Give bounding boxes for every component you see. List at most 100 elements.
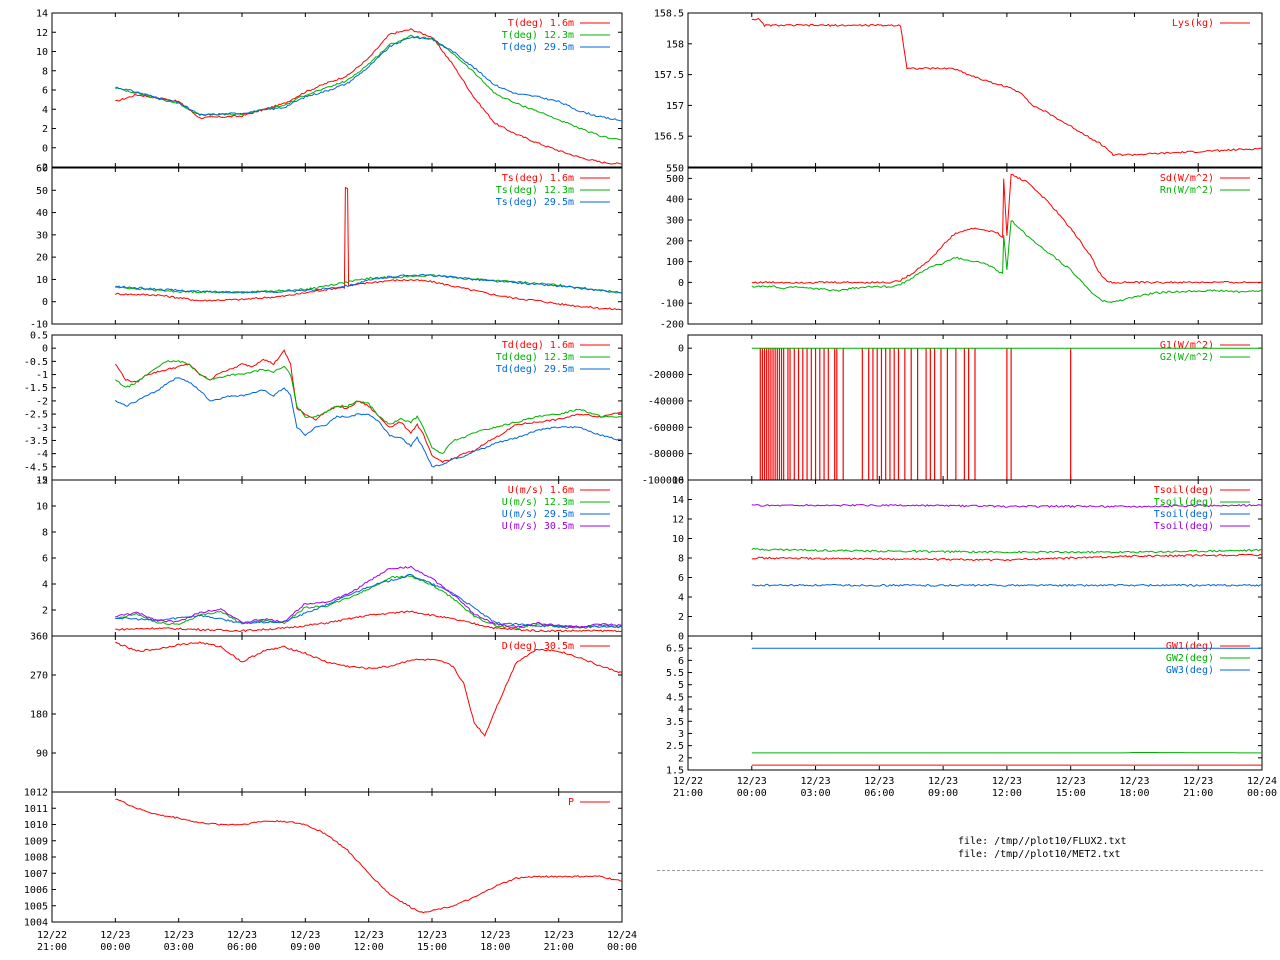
file-line-met: file: /tmp//plot10/MET2.txt xyxy=(958,849,1121,860)
legend-label: T(deg) 1.6m xyxy=(508,18,574,29)
y-tick-label: 100 xyxy=(666,257,684,268)
y-tick-label: -4 xyxy=(36,449,48,460)
y-tick-label: 6 xyxy=(678,656,684,667)
y-tick-label: 1009 xyxy=(24,836,48,847)
y-tick-label: 4 xyxy=(678,705,684,716)
x-tick-label: 18:00 xyxy=(480,942,510,953)
panel-frame xyxy=(51,791,623,923)
y-tick-label: -2 xyxy=(36,396,48,407)
y-tick-label: 3 xyxy=(678,729,684,740)
legend-label: D(deg) 30.5m xyxy=(502,641,574,652)
panel-wind: 2 4 6 8 10 12 U(m/s) 1.6mU(m/s) 12.3mU(m/s) 29… xyxy=(36,476,623,637)
x-tick-label: 09:00 xyxy=(290,942,320,953)
y-tick-label: -3 xyxy=(36,423,48,434)
y-tick-label: 10 xyxy=(36,275,48,286)
y-tick-label: 12 xyxy=(36,476,48,487)
y-tick-label: -10 xyxy=(30,320,48,331)
y-tick-label: 60 xyxy=(36,164,48,175)
y-tick-label: 14 xyxy=(672,495,684,506)
file-list: file: /tmp//plot10/FLUX2.txt file: /tmp//… xyxy=(958,835,1127,861)
series-line-tsoil-2 xyxy=(751,583,1263,587)
y-tick-label: 1012 xyxy=(24,788,48,799)
series-line-wind-0 xyxy=(115,610,623,633)
legend-label: Ts(deg) 1.6m xyxy=(502,173,574,184)
y-tick-label: 90 xyxy=(36,749,48,760)
legend-label: Tsoil(deg) xyxy=(1154,509,1214,520)
x-tick-label: 12/23 xyxy=(227,930,257,941)
y-tick-label: 157 xyxy=(666,101,684,112)
legend-label: U(m/s) 29.5m xyxy=(502,509,574,520)
x-tick-label: 12/23 xyxy=(992,776,1022,787)
y-tick-label: 300 xyxy=(666,216,684,227)
y-tick-label: -80000 xyxy=(648,449,684,460)
x-tick-label: 21:00 xyxy=(673,788,703,799)
y-tick-label: 2 xyxy=(42,606,48,617)
y-tick-label: 1008 xyxy=(24,853,48,864)
panel-frame xyxy=(687,635,1263,771)
y-tick-label: 12 xyxy=(672,515,684,526)
panel-ground: -100000 -80000 -60000 -40000 -20000 0 G1(W/m^2… xyxy=(642,334,1263,487)
panel-frame xyxy=(51,635,623,793)
y-tick-label: -100 xyxy=(660,299,684,310)
legend-label: Sd(W/m^2) xyxy=(1160,173,1214,184)
series-line-temp-0 xyxy=(115,28,623,165)
file-line-flux: file: /tmp//plot10/FLUX2.txt xyxy=(958,836,1127,847)
y-tick-label: 4 xyxy=(42,105,48,116)
y-tick-label: 50 xyxy=(36,186,48,197)
y-tick-label: 2 xyxy=(42,124,48,135)
y-tick-label: 180 xyxy=(30,710,48,721)
y-tick-label: -2.5 xyxy=(24,410,48,421)
x-tick-label: 12/23 xyxy=(417,930,447,941)
y-tick-label: 2.5 xyxy=(666,741,684,752)
x-tick-label: 18:00 xyxy=(1119,788,1149,799)
y-tick-label: -100000 xyxy=(642,476,684,487)
y-tick-label: 1010 xyxy=(24,820,48,831)
y-tick-label: 157.5 xyxy=(654,70,684,81)
legend-label: GW3(deg) xyxy=(1166,665,1214,676)
y-tick-label: 5 xyxy=(678,680,684,691)
legend-label: Td(deg) 1.6m xyxy=(502,340,574,351)
y-tick-label: 200 xyxy=(666,236,684,247)
legend-label: T(deg) 12.3m xyxy=(502,30,574,41)
legend-label: Lys(kg) xyxy=(1172,18,1214,29)
x-tick-label: 12/23 xyxy=(864,776,894,787)
y-tick-label: 12 xyxy=(36,28,48,39)
y-tick-label: 10 xyxy=(672,534,684,545)
x-tick-label: 12/23 xyxy=(928,776,958,787)
y-tick-label: 6 xyxy=(42,86,48,97)
y-tick-label: 16 xyxy=(672,476,684,487)
x-tick-label: 00:00 xyxy=(737,788,767,799)
legend-label: U(m/s) 30.5m xyxy=(502,521,574,532)
panel-tsoil: 0246810121416Tsoil(deg)Tsoil(deg)Tsoil(d… xyxy=(672,476,1263,643)
series-line-pressure-0 xyxy=(115,798,623,914)
x-tick-label: 12/23 xyxy=(164,930,194,941)
y-tick-label: 1006 xyxy=(24,885,48,896)
series-line-wind-2 xyxy=(115,574,623,629)
x-tick-label: 21:00 xyxy=(544,942,574,953)
panel-dew: -5 -4.5 -4 -3.5 -3 -2.5 -2 -1.5 -1 -0.5 0 0.5 Td(deg… xyxy=(24,331,623,487)
series-line-tsurf-0 xyxy=(115,186,623,311)
y-tick-label: -200 xyxy=(660,320,684,331)
y-tick-label: 3.5 xyxy=(666,717,684,728)
panel-frame xyxy=(687,12,1263,168)
legend-label: GW1(deg) xyxy=(1166,641,1214,652)
y-tick-label: 0 xyxy=(42,143,48,154)
y-tick-label: -60000 xyxy=(648,423,684,434)
series-line-tsoil-3 xyxy=(751,503,1263,508)
x-tick-label: 12/22 xyxy=(37,930,67,941)
y-tick-label: 6 xyxy=(42,554,48,565)
y-tick-label: 4 xyxy=(42,580,48,591)
y-tick-label: 1004 xyxy=(24,918,48,929)
legend-label: GW2(deg) xyxy=(1166,653,1214,664)
x-tick-label: 12/23 xyxy=(354,930,384,941)
y-tick-label: 2 xyxy=(678,612,684,623)
y-tick-label: 270 xyxy=(30,671,48,682)
legend-label: G2(W/m^2) xyxy=(1160,352,1214,363)
legend-label: T(deg) 29.5m xyxy=(502,42,574,53)
dashed-separator xyxy=(657,870,1263,871)
x-tick-label: 12/23 xyxy=(801,776,831,787)
x-tick-label: 12/23 xyxy=(100,930,130,941)
